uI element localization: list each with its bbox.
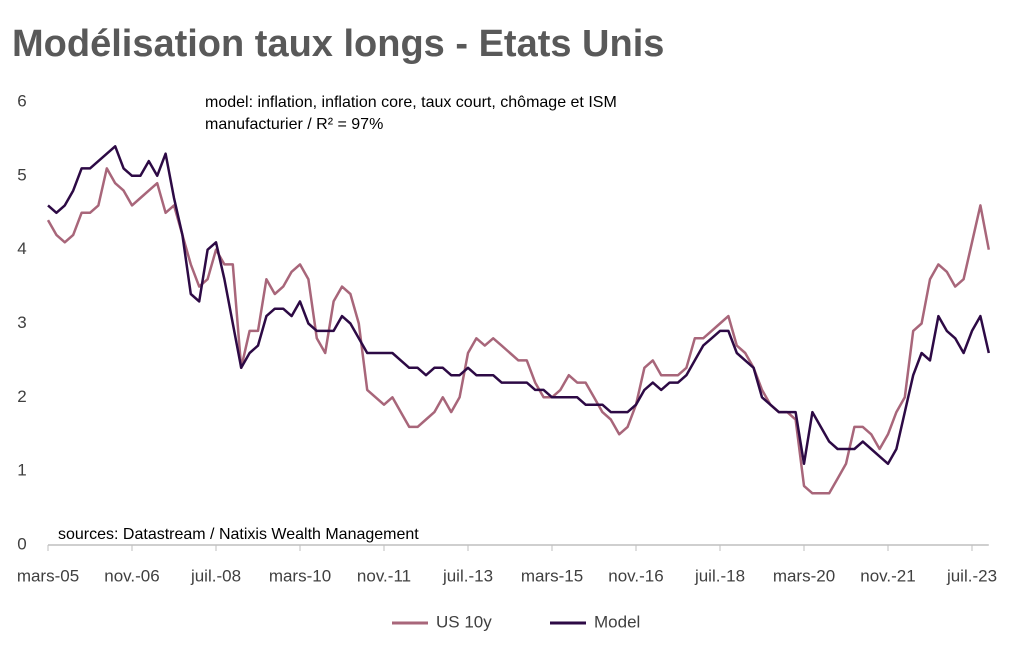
- legend-label: US 10y: [436, 612, 492, 631]
- x-tick-label: mars-10: [269, 566, 331, 585]
- x-tick-label: juil.-08: [190, 566, 241, 585]
- line-series: [46, 167, 991, 495]
- y-tick-label: 6: [17, 91, 26, 110]
- x-tick-label: nov.-11: [357, 566, 411, 585]
- x-tick-label: mars-05: [17, 566, 79, 585]
- x-tick-label: mars-20: [773, 566, 835, 585]
- y-tick-label: 5: [17, 165, 26, 184]
- x-tick-label: juil.-18: [694, 566, 745, 585]
- y-tick-label: 4: [17, 239, 26, 258]
- source-note: sources: Datastream / Natixis Wealth Man…: [58, 526, 419, 543]
- annotation: model: inflation, inflation core, taux c…: [205, 94, 617, 111]
- y-tick-label: 2: [17, 387, 26, 406]
- y-tick-label: 3: [17, 313, 26, 332]
- y-tick-label: 0: [17, 534, 26, 553]
- legend-label: Model: [594, 612, 640, 631]
- x-tick-label: nov.-06: [104, 566, 159, 585]
- x-tick-label: nov.-21: [860, 566, 915, 585]
- x-tick-label: nov.-16: [608, 566, 663, 585]
- y-tick-label: 1: [17, 461, 26, 480]
- annotation: manufacturier / R² = 97%: [205, 116, 383, 133]
- x-tick-label: juil.-23: [946, 566, 997, 585]
- x-tick-label: juil.-13: [442, 566, 493, 585]
- chart-title: Modélisation taux longs - Etats Unis: [12, 23, 664, 65]
- x-tick-label: mars-15: [521, 566, 583, 585]
- line-series: [47, 145, 991, 466]
